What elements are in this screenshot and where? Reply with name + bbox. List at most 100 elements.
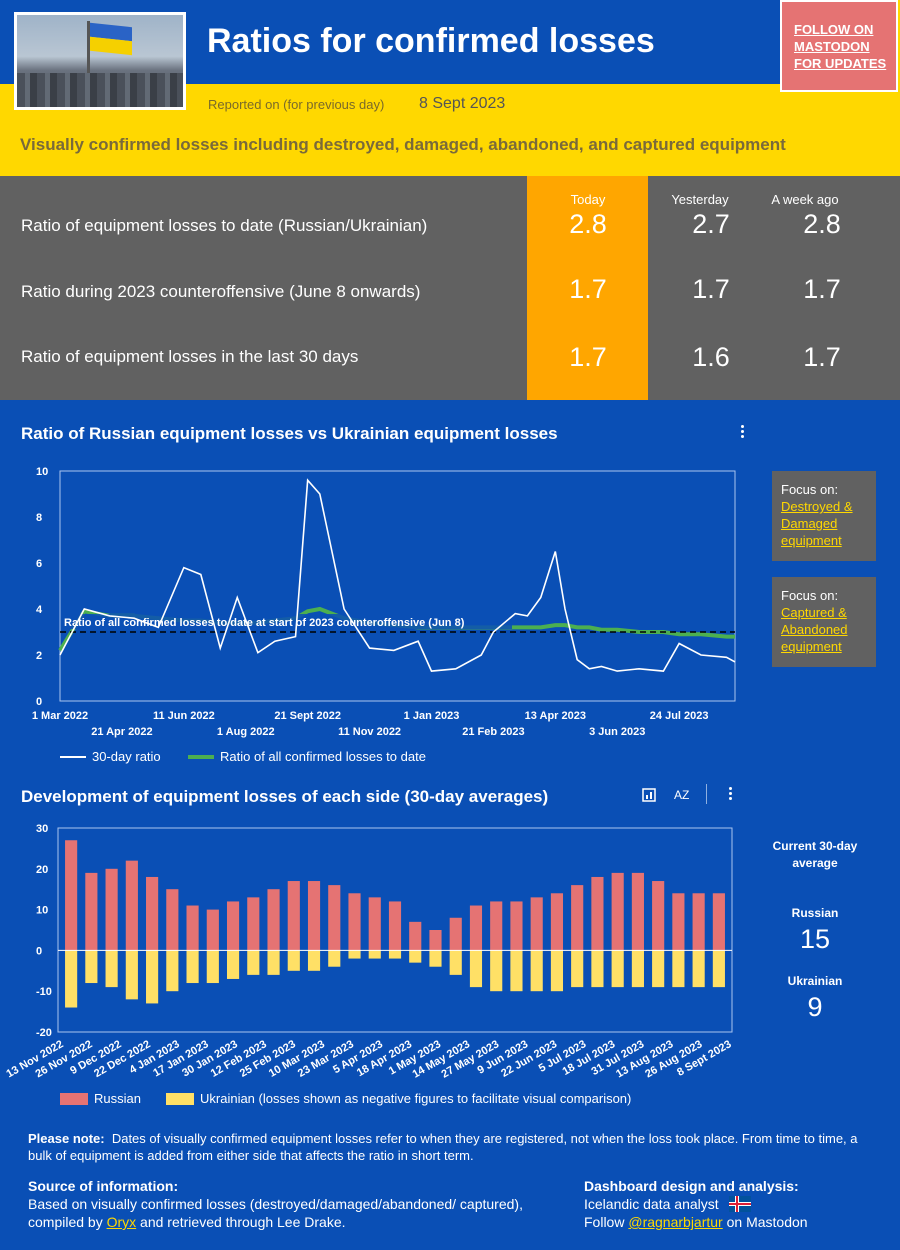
y-tick-label: 8 [36, 512, 42, 524]
russian-bar [348, 893, 361, 951]
current-ukrainian-label: Ukrainian [787, 974, 843, 988]
focus-label: Focus on: [781, 482, 839, 497]
russian-bar [267, 889, 280, 951]
current-russian-label: Russian [791, 906, 839, 920]
russian-bar [226, 901, 240, 951]
russian-bar [105, 868, 118, 951]
sort-az-icon[interactable]: AZ [673, 786, 693, 807]
ukrainian-bar [125, 950, 138, 1000]
source-heading: Source of information: [28, 1178, 179, 1194]
ratio-row-label: Ratio during 2023 counteroffensive (June… [21, 282, 421, 301]
y-tick-label: -20 [36, 1027, 52, 1039]
ukrainian-bar [85, 950, 98, 984]
ukrainian-bar [186, 950, 199, 984]
ukrainian-bar [388, 950, 402, 959]
chart-settings-icon[interactable] [641, 786, 659, 807]
russian-bar [449, 917, 462, 951]
russian-bar [206, 909, 219, 951]
ratio-value: 1.7 [692, 274, 730, 304]
russian-bar [368, 897, 381, 951]
mastodon-handle-link[interactable]: @ragnarbjartur [628, 1214, 723, 1230]
russian-bar [247, 897, 260, 951]
oryx-link[interactable]: Oryx [106, 1214, 137, 1230]
russian-bar [409, 921, 422, 951]
y-tick-label: 0 [36, 945, 42, 957]
ukrainian-bar [449, 950, 462, 975]
y-tick-label: 10 [36, 905, 48, 917]
ratio-value: 1.7 [803, 274, 841, 304]
col-head-week-ago: A week ago [771, 192, 839, 207]
y-tick-label: 0 [36, 696, 42, 708]
ukrainian-bar [469, 950, 483, 988]
design-heading: Dashboard design and analysis: [584, 1178, 799, 1194]
russian-bar [65, 840, 78, 951]
legend-30day: 30-day ratio [60, 749, 161, 764]
follow-mastodon-button[interactable]: FOLLOW ON MASTODON FOR UPDATES [780, 0, 898, 92]
more-vert-icon[interactable] [741, 425, 745, 441]
focus-captured-link[interactable]: Captured & Abandoned equipment [781, 605, 848, 654]
russian-bar [287, 881, 300, 951]
focus-destroyed-box: Focus on: Destroyed & Damaged equipment [772, 471, 876, 561]
ukrainian-bar [146, 950, 159, 1004]
footer-note: Please note: Dates of visually confirmed… [28, 1131, 858, 1163]
ukrainian-bar [105, 950, 118, 988]
ratio-value: 1.7 [569, 274, 607, 304]
col-head-yesterday: Yesterday [671, 192, 729, 207]
ukrainian-bar [571, 950, 584, 988]
ratio-value: 1.7 [569, 342, 607, 372]
russian-bar [85, 872, 98, 951]
x-tick-label: 11 Jun 2022 [153, 710, 215, 722]
russian-bar [631, 872, 644, 951]
losses-chart-title: Development of equipment losses of each … [21, 787, 549, 806]
col-head-today: Today [570, 192, 606, 207]
ratio-line-chart: 0 2 4 6 8 10 Ratio of all confirmed losses to … [32, 466, 736, 738]
russian-bar [490, 901, 503, 951]
y-tick-label: 20 [36, 864, 48, 876]
russian-bar [146, 876, 159, 951]
reported-date: 8 Sept 2023 [419, 95, 506, 112]
current-average-label: Current 30-day average [772, 839, 858, 870]
ukrainian-bar [328, 950, 341, 967]
russian-bar [388, 901, 402, 951]
ukrainian-bar [631, 950, 644, 988]
ukrainian-bar [409, 950, 422, 963]
more-vert-icon[interactable] [729, 787, 733, 803]
russian-bar [530, 897, 543, 951]
iceland-flag-icon [728, 1196, 751, 1212]
design-text: Icelandic data analyst Follow @ragnarbja… [584, 1196, 808, 1230]
focus-captured-box: Focus on: Captured & Abandoned equipment [772, 577, 876, 667]
x-tick-label: 3 Jun 2023 [589, 726, 645, 738]
ratio-value: 2.8 [569, 209, 607, 239]
ukrainian-bar [550, 950, 564, 992]
y-tick-label: 6 [36, 558, 42, 570]
svg-text:AZ: AZ [674, 788, 689, 802]
reference-label-bg [62, 614, 512, 629]
today-column [527, 176, 648, 400]
y-tick-label: 4 [36, 604, 43, 616]
russian-bar [550, 893, 564, 951]
y-tick-label: 10 [36, 466, 48, 478]
ukrainian-bar [510, 950, 523, 992]
ratio-row-label: Ratio of equipment losses in the last 30… [21, 347, 359, 366]
x-tick-label: 11 Nov 2022 [338, 726, 401, 738]
ukrainian-bar [591, 950, 604, 988]
russian-bar [469, 905, 483, 951]
legend-to-date: Ratio of all confirmed losses to date [188, 749, 426, 764]
source-text: Based on visually confirmed losses (dest… [28, 1196, 523, 1230]
kyiv-flag-photo [14, 12, 186, 110]
russian-bar [328, 885, 341, 951]
ukrainian-bar [712, 950, 725, 988]
ukrainian-bar [348, 950, 361, 959]
ukrainian-bar [226, 950, 240, 979]
x-tick-label: 13 Apr 2023 [525, 710, 586, 722]
focus-destroyed-link[interactable]: Destroyed & Damaged equipment [781, 499, 853, 548]
russian-bar [510, 901, 523, 951]
ratio-chart-title: Ratio of Russian equipment losses vs Ukr… [21, 424, 558, 443]
russian-bar [186, 905, 199, 951]
x-tick-label: 1 Aug 2022 [217, 726, 275, 738]
russian-bar [712, 893, 725, 951]
page-title: Ratios for confirmed losses [207, 22, 655, 60]
y-tick-label: 2 [36, 650, 42, 662]
russian-bar [692, 893, 705, 951]
